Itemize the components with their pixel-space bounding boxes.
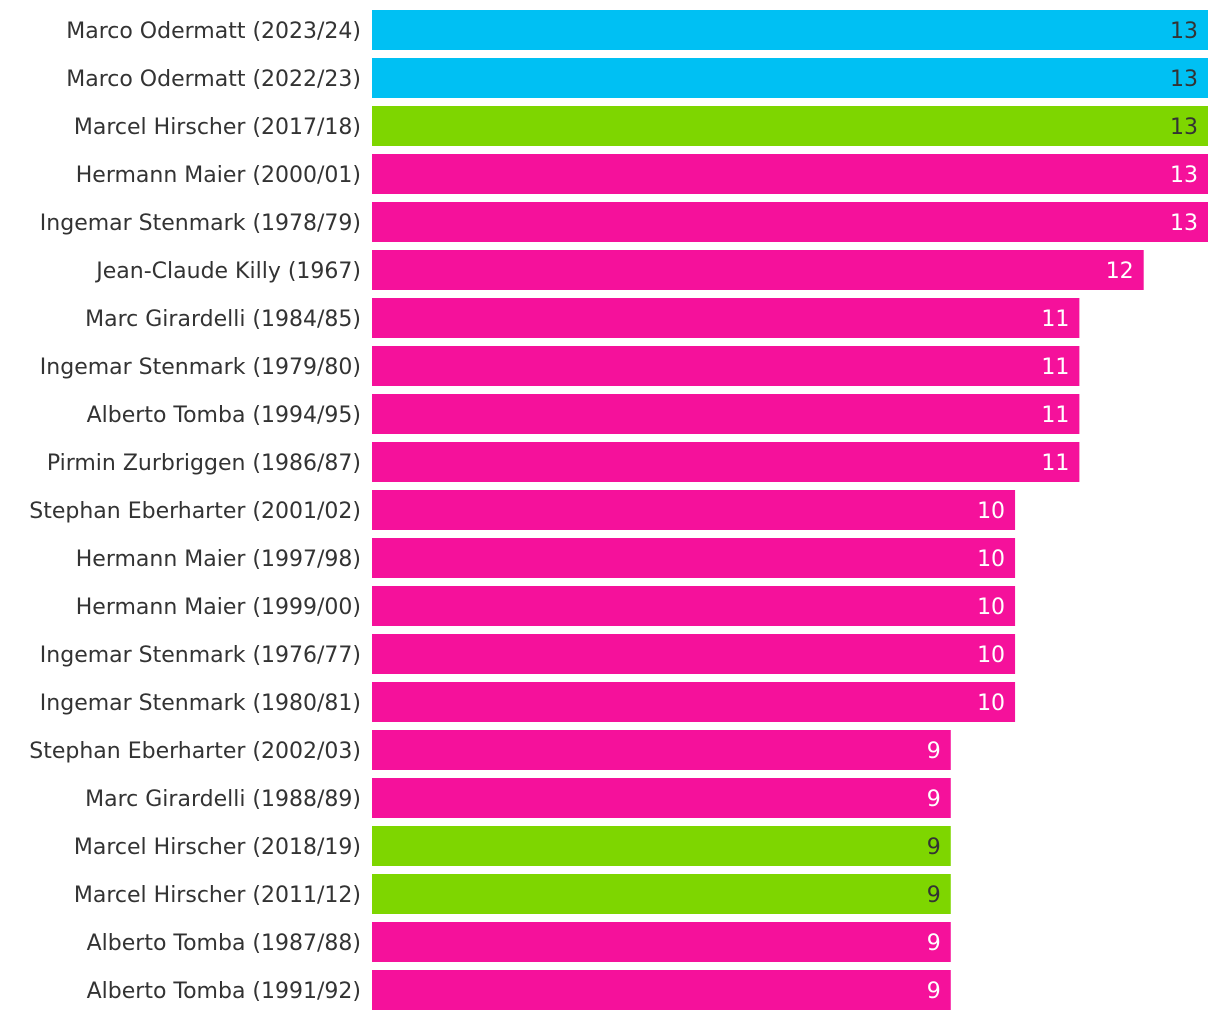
value-label: 11 [1041,355,1069,380]
bar [372,922,951,962]
value-label: 10 [977,643,1005,668]
bar [372,826,951,866]
category-label: Marc Girardelli (1984/85) [85,307,361,332]
value-label: 11 [1041,451,1069,476]
value-label: 9 [927,835,941,860]
value-label: 9 [927,883,941,908]
category-label: Alberto Tomba (1987/88) [87,931,361,956]
bar [372,634,1016,674]
category-label: Ingemar Stenmark (1979/80) [40,355,361,380]
bar [372,298,1080,338]
value-label: 13 [1170,163,1198,188]
bar [372,106,1208,146]
value-label: 9 [927,787,941,812]
value-label: 11 [1041,403,1069,428]
value-label: 9 [927,931,941,956]
value-label: 12 [1106,259,1134,284]
bars [372,10,1208,1010]
category-label: Ingemar Stenmark (1980/81) [40,691,361,716]
value-label: 10 [977,499,1005,524]
value-label: 13 [1170,19,1198,44]
category-label: Alberto Tomba (1991/92) [87,979,361,1004]
category-label: Marco Odermatt (2023/24) [66,19,361,44]
value-label: 13 [1170,211,1198,236]
category-label: Jean-Claude Killy (1967) [94,259,361,284]
bar [372,58,1208,98]
bar [372,778,951,818]
bar [372,874,951,914]
bar [372,346,1080,386]
value-labels: 13 13 13 13 13 12 11 11 11 11 10 10 10 10 10 9 9 9 9 9 9 [927,19,1198,1004]
bar [372,730,951,770]
category-label: Alberto Tomba (1994/95) [87,403,361,428]
bar [372,682,1016,722]
value-label: 10 [977,691,1005,716]
bar [372,538,1016,578]
bar [372,202,1208,242]
value-label: 10 [977,547,1005,572]
category-label: Marcel Hirscher (2011/12) [74,883,361,908]
category-label: Hermann Maier (2000/01) [76,163,361,188]
category-label: Marco Odermatt (2022/23) [66,67,361,92]
category-label: Ingemar Stenmark (1976/77) [40,643,361,668]
category-label: Stephan Eberharter (2002/03) [29,739,361,764]
category-label: Marc Girardelli (1988/89) [85,787,361,812]
bar [372,250,1144,290]
category-label: Stephan Eberharter (2001/02) [29,499,361,524]
bar [372,10,1208,50]
bar [372,970,951,1010]
value-label: 9 [927,739,941,764]
category-label: Ingemar Stenmark (1978/79) [40,211,361,236]
value-label: 13 [1170,115,1198,140]
value-label: 13 [1170,67,1198,92]
value-label: 9 [927,979,941,1004]
category-label: Marcel Hirscher (2017/18) [74,115,361,140]
value-label: 11 [1041,307,1069,332]
bar [372,586,1016,626]
category-labels: Marco Odermatt (2023/24) Marco Odermatt (… [29,19,361,1004]
bar [372,442,1080,482]
bar [372,490,1016,530]
category-label: Pirmin Zurbriggen (1986/87) [47,451,361,476]
bar [372,394,1080,434]
value-label: 10 [977,595,1005,620]
category-label: Marcel Hirscher (2018/19) [74,835,361,860]
category-label: Hermann Maier (1999/00) [76,595,361,620]
bar [372,154,1208,194]
category-label: Hermann Maier (1997/98) [76,547,361,572]
